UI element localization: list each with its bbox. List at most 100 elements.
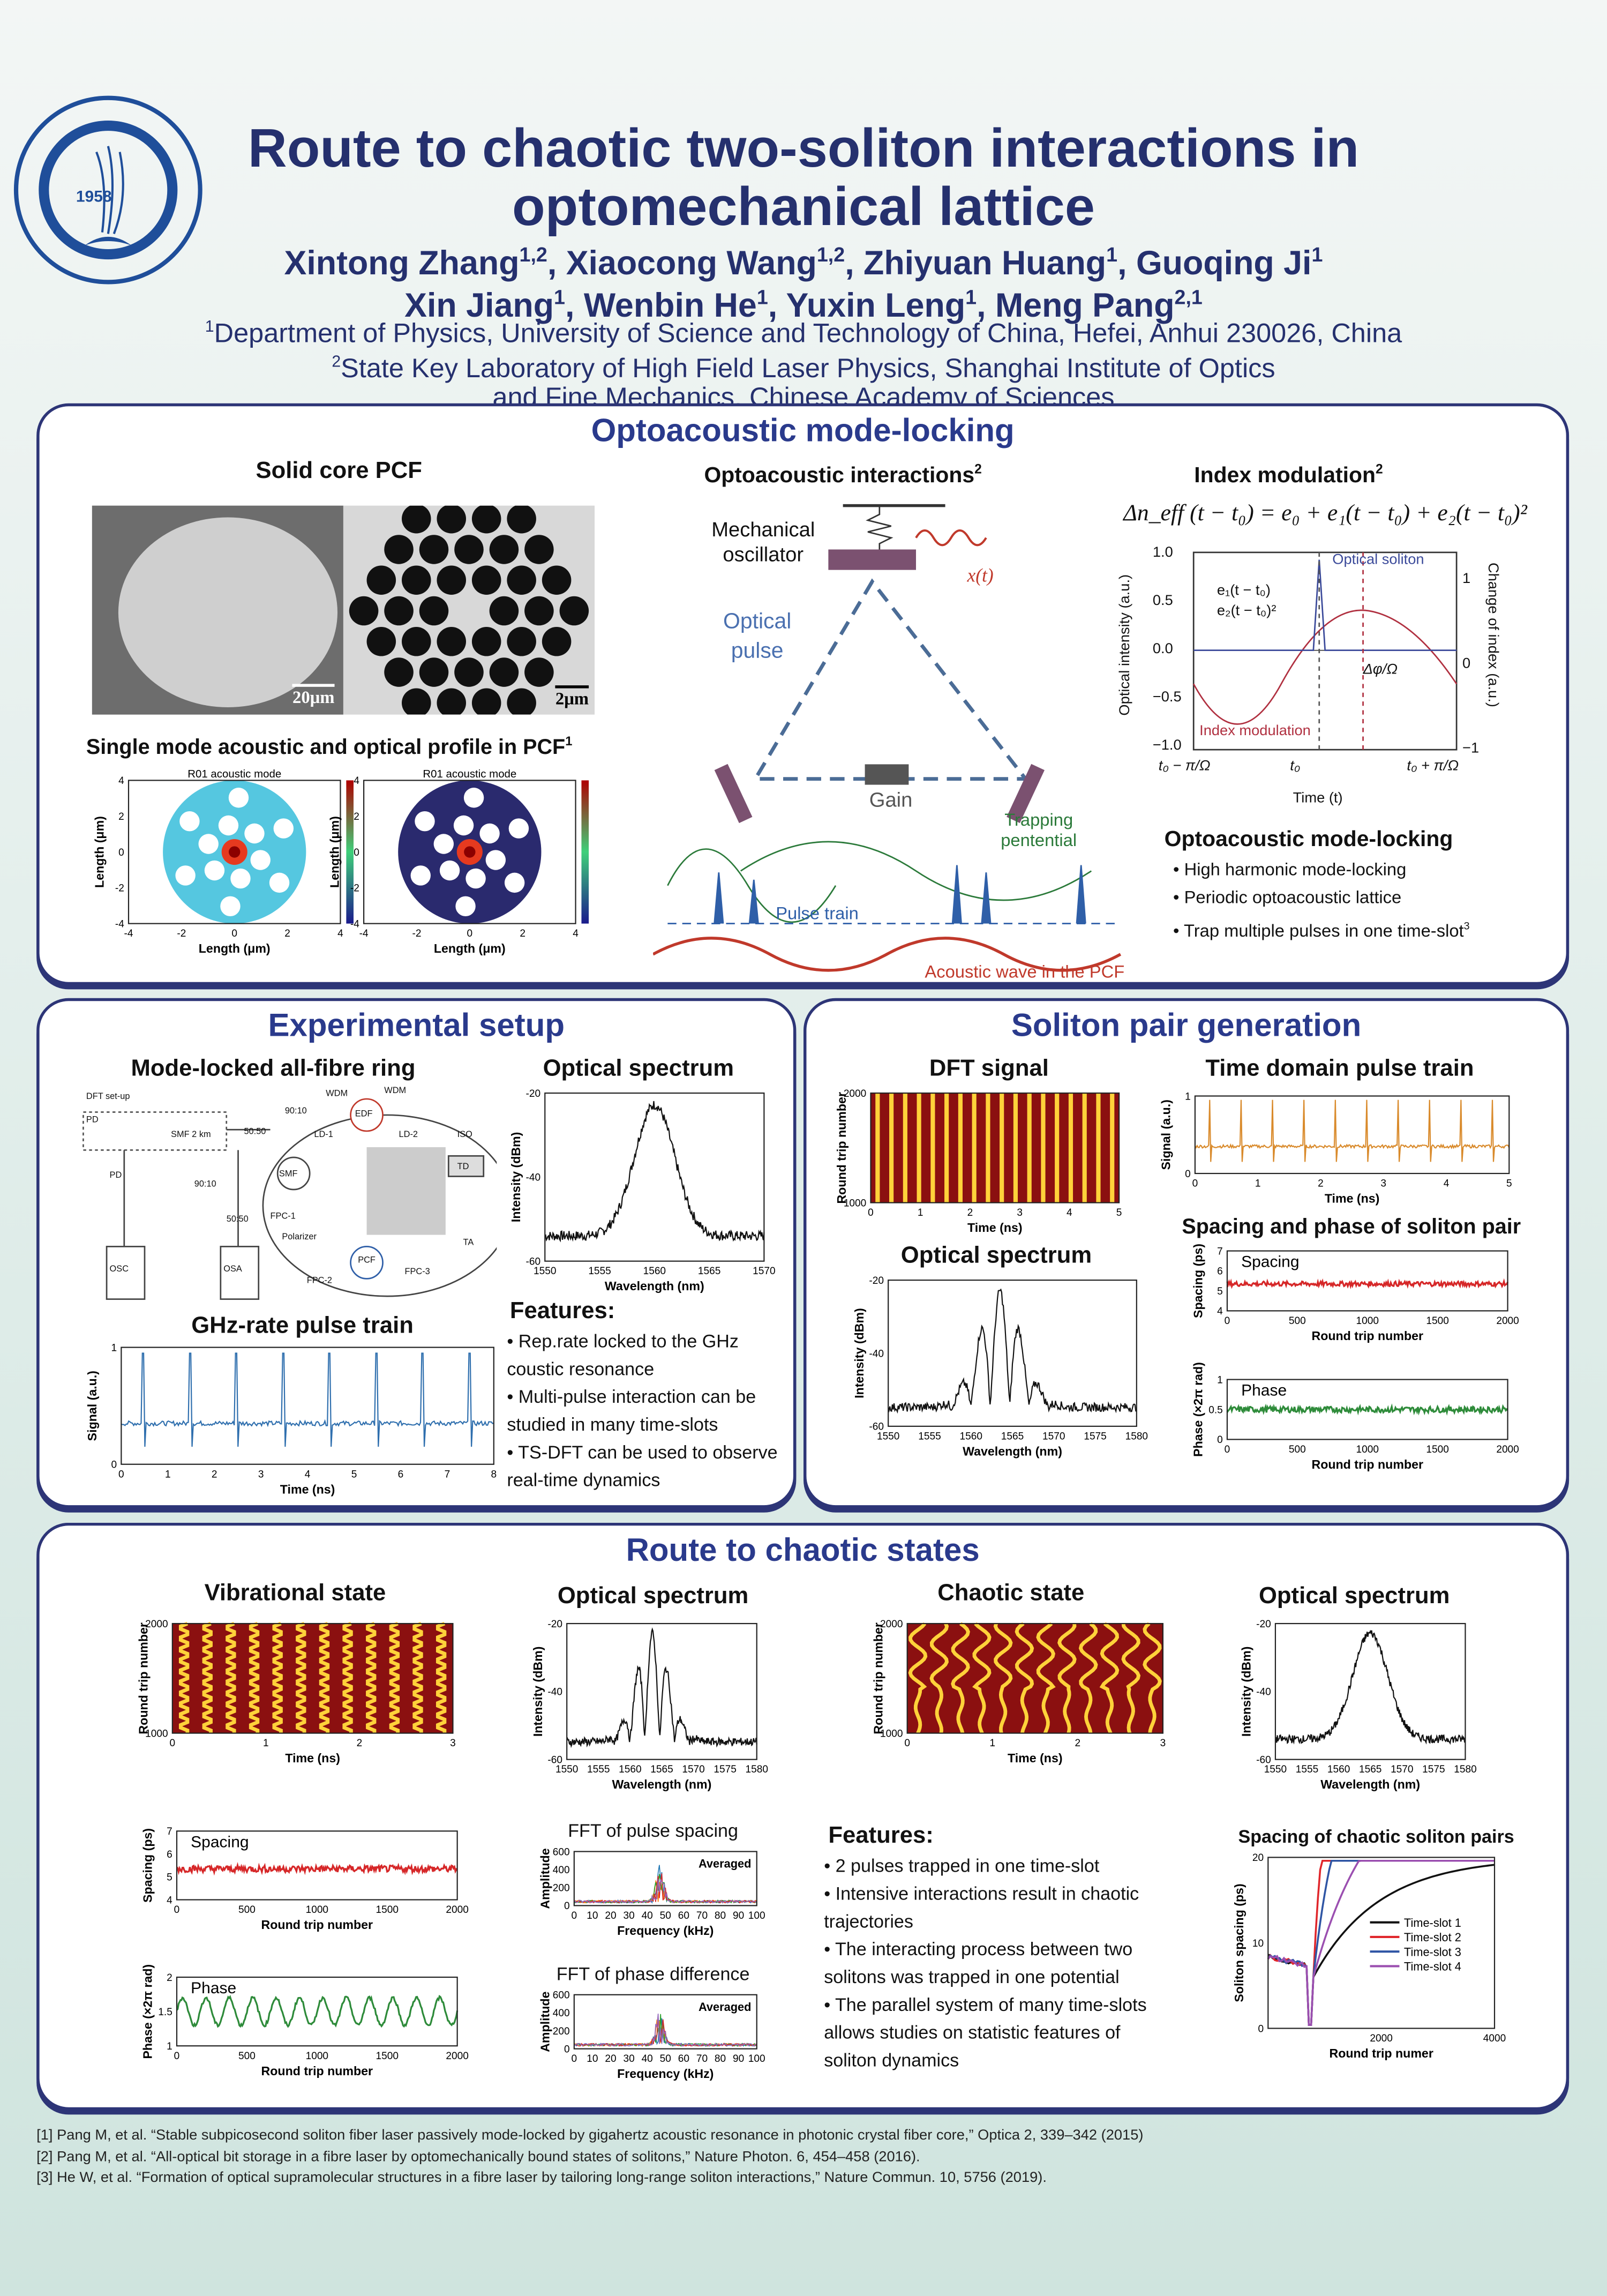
diagram-label: TD: [457, 1163, 469, 1172]
tick-label: 1565: [1359, 1764, 1381, 1775]
tick-label: 2: [212, 1469, 217, 1480]
tick-label: 20: [605, 2053, 616, 2065]
tick-label: 5: [351, 1469, 357, 1480]
fft-spacing-title: FFT of pulse spacing: [568, 1821, 738, 1842]
fft-phase-plot: 0 10 20 30 40 50 60 70 80 90 100 600 400 200 0 Frequenc…: [536, 1990, 765, 2081]
index-equation: Δn_eff (t − t₀) = e₀ + e₁(t − t₀) + e₂(t…: [1123, 501, 1527, 526]
spectrum-title: Optical spectrum: [900, 1243, 1092, 1269]
diagram-label: Polarizer: [282, 1233, 317, 1243]
author-affiliation-mark: 1: [1106, 244, 1118, 266]
diagram-label: PD: [109, 1172, 122, 1181]
y-axis-label: Intensity (dBm): [1240, 1647, 1253, 1737]
svg-text:x(t): x(t): [966, 564, 993, 586]
tick-label: 1: [167, 2041, 172, 2052]
tick-label: 2000: [145, 1619, 168, 1630]
tick-label: -2: [177, 928, 186, 939]
y-axis-label: Spacing (ps): [1191, 1244, 1205, 1318]
list-line: soliton dynamics: [824, 2050, 959, 2071]
section-title: Experimental setup: [268, 1007, 565, 1044]
tick-label: t₀ + π/Ω: [1407, 758, 1459, 775]
tick-label: 0: [354, 847, 359, 858]
poster-title: Route to chaotic two-soliton interaction…: [247, 118, 1360, 237]
tick-label: 400: [553, 1865, 570, 1876]
tick-label: 0: [111, 1460, 117, 1471]
spectrum-title: Optical spectrum: [557, 1584, 749, 1609]
tick-label: 2000: [1496, 1315, 1519, 1327]
x-axis-label: Wavelength (nm): [1320, 1777, 1420, 1791]
tick-label: 1500: [1426, 1315, 1448, 1327]
tick-label: 50: [660, 1910, 671, 1921]
tick-label: 1: [989, 1738, 995, 1749]
tick-label: 0: [1217, 1434, 1223, 1446]
plot-inner-label: Phase: [1241, 1382, 1287, 1400]
y-axis-label: Amplitude: [538, 1991, 552, 2052]
plot-inner-label: Spacing: [191, 1833, 249, 1851]
tick-label: 1565: [698, 1266, 720, 1277]
y-axis-label: Round trip number: [871, 1622, 885, 1734]
tick-label: 0.5: [1152, 593, 1173, 610]
diagram-label: 90:10: [194, 1180, 216, 1190]
tick-label: 200: [553, 1883, 570, 1894]
tick-label: 1: [1462, 571, 1471, 588]
diagram-label: TA: [463, 1239, 474, 1248]
diagram-label: SMF: [279, 1170, 298, 1179]
vib-spacing-plot: 0 500 1000 1500 2000 7 6 5 4 Round trip number Spa…: [139, 1826, 469, 1932]
tick-label: 0: [467, 928, 473, 939]
acoustic-mode-plot-1: -4 -2 0 2 4 4 2 0 -2 -4 Length (μm) Length (μm) R01 …: [91, 766, 354, 956]
x-axis-label: Time (ns): [280, 1482, 335, 1496]
x-axis-label: Time (ns): [1008, 1751, 1063, 1765]
tick-label: 1000: [1356, 1315, 1379, 1327]
tick-label: 0: [170, 1738, 176, 1749]
references: [1] Pang M, et al. “Stable subpicosecond…: [36, 2126, 1143, 2190]
y-axis-label: Intensity (dBm): [852, 1308, 866, 1398]
tick-label: -20: [547, 1619, 562, 1630]
panel-chaotic-states: Route to chaotic states Vibrational stat…: [36, 1522, 1570, 2111]
list-line: • Multi-pulse interaction can be: [507, 1387, 756, 1408]
author-affiliation-mark: 1: [554, 286, 565, 308]
author-affiliation-mark: 2,1: [1174, 286, 1203, 308]
tick-label: 60: [678, 1910, 689, 1921]
diagram-label: ISO: [457, 1131, 472, 1140]
tick-label: 0.0: [1152, 641, 1173, 658]
tick-label: 1560: [960, 1431, 982, 1442]
fibre-ring-diagram: DFT set-up PD SMF 2 km 50:50 90:10 WDM WDM EDF L…: [80, 1086, 512, 1305]
tick-label: 1555: [587, 1764, 610, 1775]
tick-label: 1565: [1001, 1431, 1024, 1442]
author: Xiaocong Wang: [566, 243, 817, 282]
x-axis-label: Wavelength (nm): [963, 1444, 1062, 1458]
chaotic-spacing-title: Spacing of chaotic soliton pairs: [1238, 1827, 1514, 1848]
time-domain-plot: 0 1 2 3 4 5 1 0 Time (ns) Signal (a.u.): [1157, 1091, 1515, 1206]
tick-label: 80: [715, 2053, 726, 2065]
index-title: Index modulation2: [1194, 461, 1383, 488]
list-line: • Rep.rate locked to the GHz: [507, 1331, 739, 1352]
tick-label: 1500: [376, 2051, 399, 2062]
vib-phase-plot: 0 500 1000 1500 2000 2 1.5 1 Round trip number Ph…: [139, 1964, 469, 2078]
tick-label: 2000: [844, 1088, 866, 1100]
tick-label: 1555: [918, 1431, 941, 1442]
tick-label: 1555: [588, 1266, 611, 1277]
tick-label: 1565: [650, 1764, 673, 1775]
plot-inner-label: Averaged: [699, 2000, 752, 2014]
list-line: • The parallel system of many time-slots: [824, 1994, 1147, 2015]
tick-label: 0: [118, 847, 124, 858]
tick-label: 1575: [1422, 1764, 1445, 1775]
chaotic-spectrum-plot: 1550 1555 1560 1565 1570 1575 1580 -20 -40 -60 Wav…: [1237, 1619, 1477, 1792]
list-line: allows studies on statistic features of: [824, 2022, 1121, 2043]
diagram-label: LD-1: [314, 1131, 333, 1140]
tick-label: 1570: [1391, 1764, 1413, 1775]
tick-label: 1575: [1084, 1431, 1106, 1442]
tick-label: 1570: [1042, 1431, 1065, 1442]
spacing-phase-title: Spacing and phase of soliton pair: [1182, 1216, 1521, 1239]
tick-label: -60: [547, 1754, 562, 1766]
y-axis-label: Signal (a.u.): [85, 1371, 99, 1441]
tick-label: 20: [1252, 1852, 1264, 1864]
acoustic-mode-plot-2: -4 -2 0 2 4 4 2 0 -2 -4 Length (μm) Length (μm) R01 …: [326, 766, 589, 956]
tick-label: -60: [869, 1422, 884, 1433]
diagram-label: LD-2: [399, 1131, 418, 1140]
reference-3: [3] He W, et al. “Formation of optical s…: [36, 2170, 1047, 2187]
y-axis-label: Length (μm): [93, 816, 107, 888]
tick-label: -40: [869, 1348, 884, 1359]
tick-label: −1: [1462, 741, 1480, 757]
ghz-pulse-plot: 0 1 2 3 4 5 6 7 8 1 0 Time (ns) Signal (a.u.): [83, 1342, 499, 1496]
y-axis-label: Amplitude: [538, 1848, 552, 1909]
